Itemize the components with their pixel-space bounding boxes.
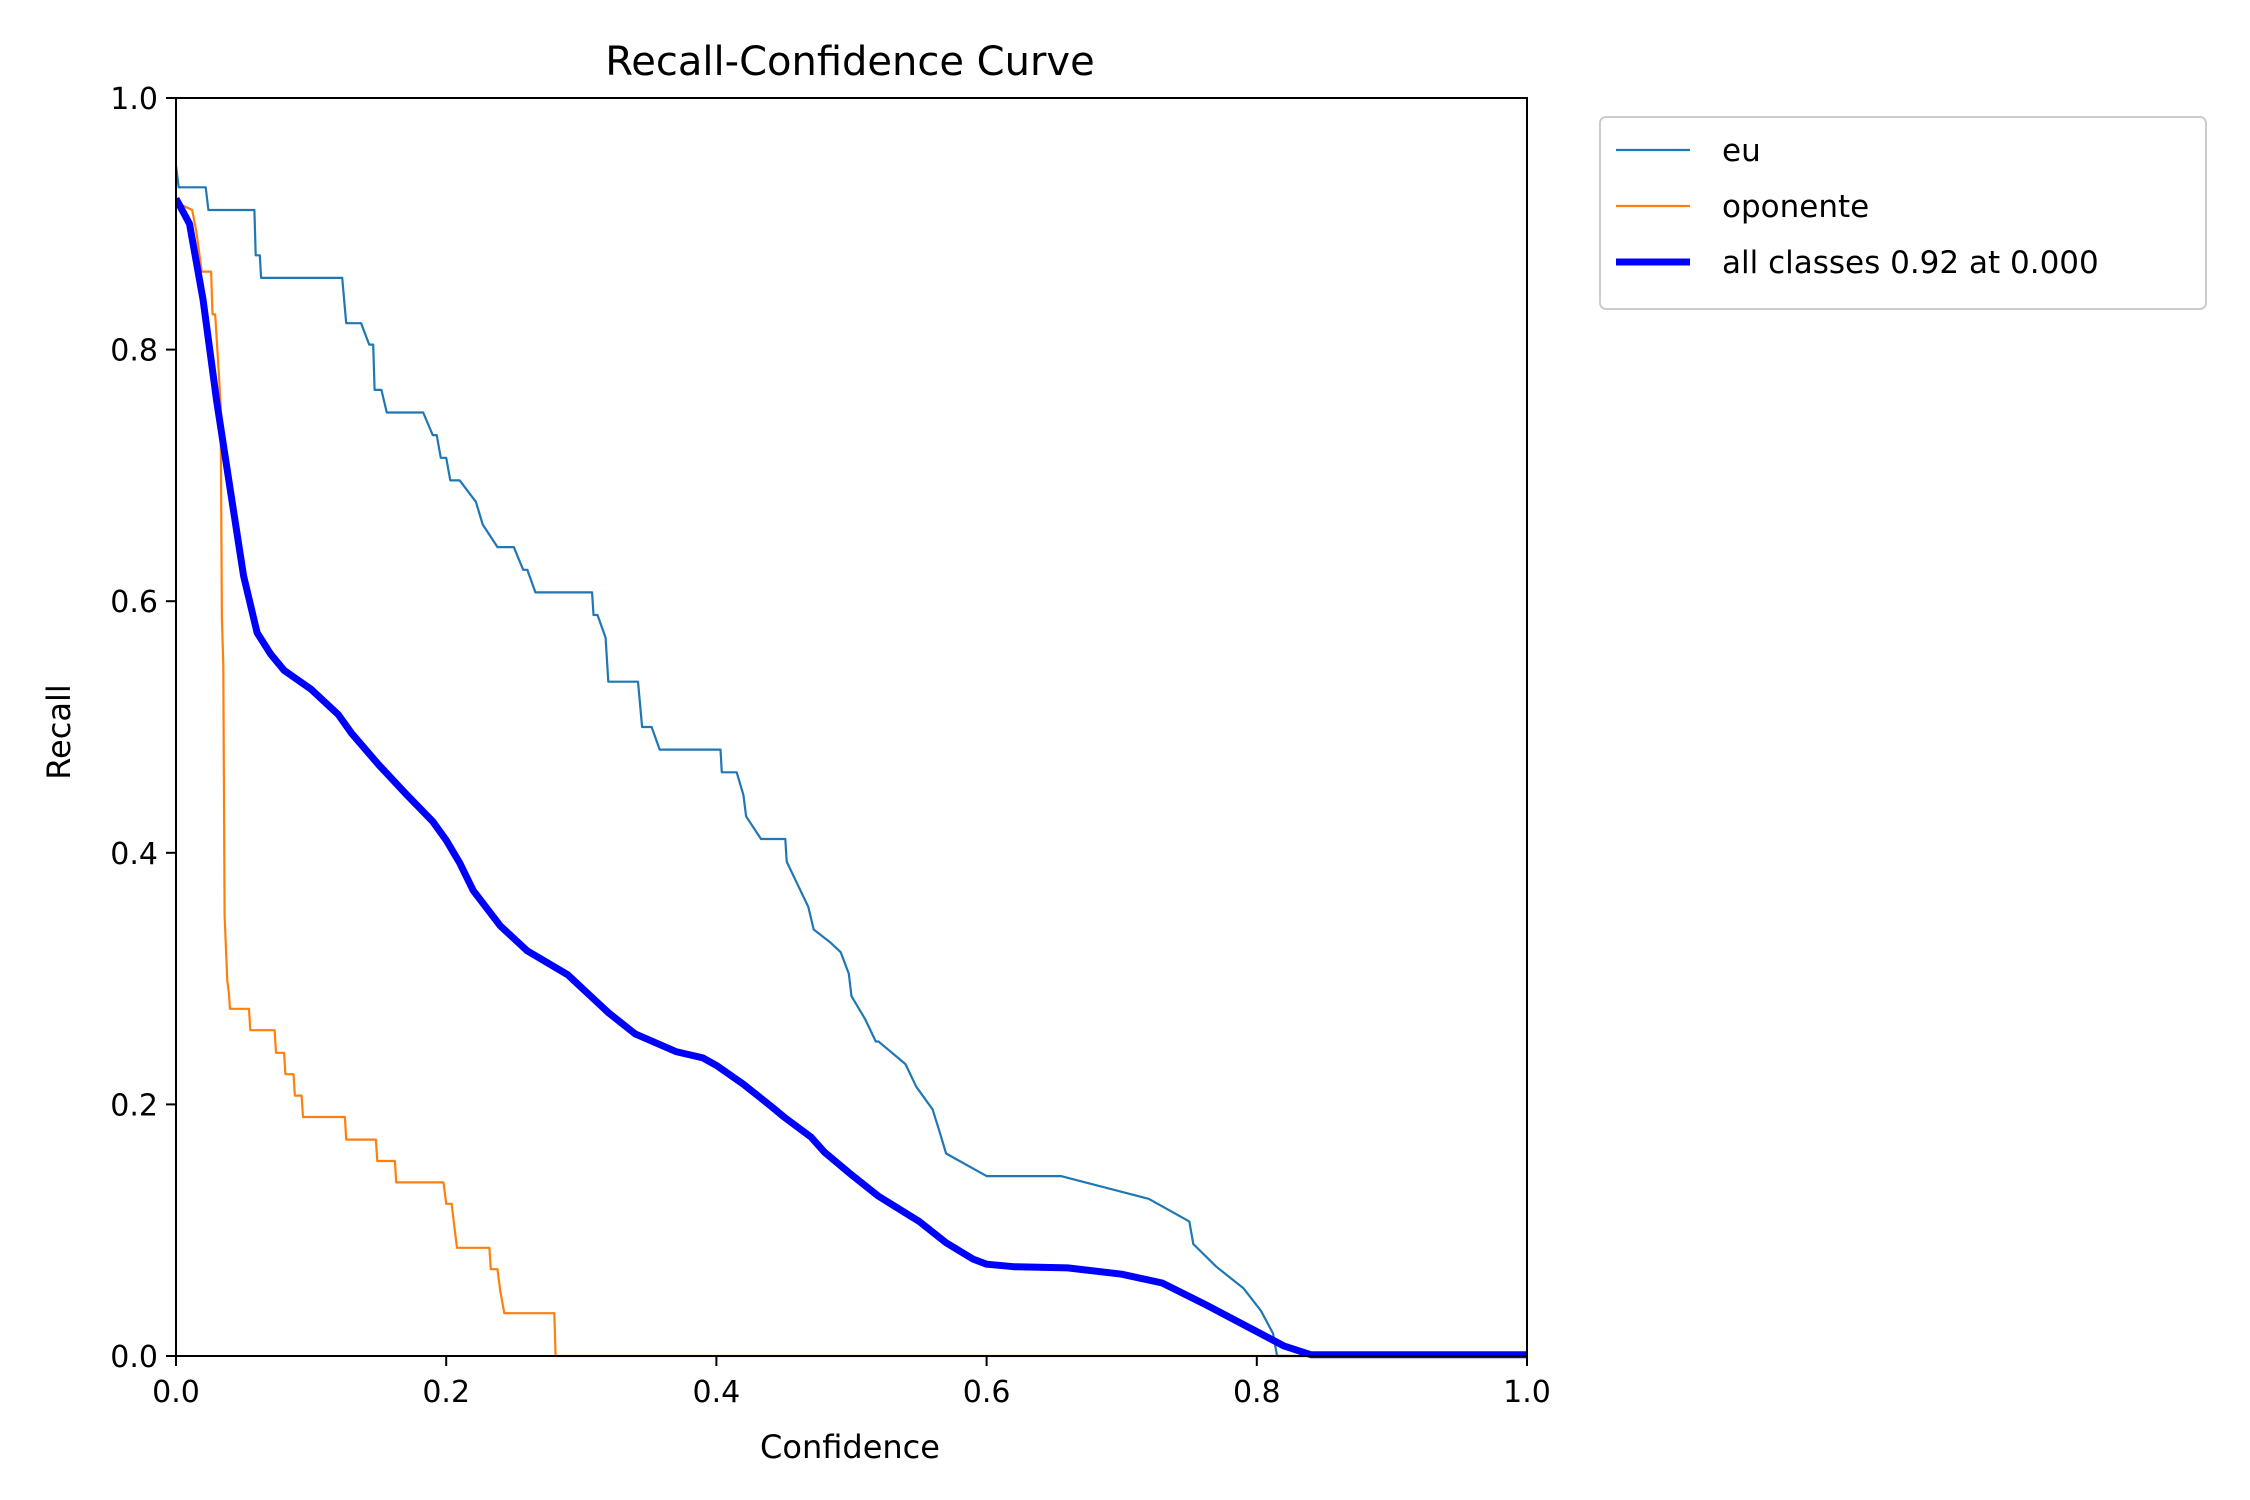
legend-label-eu: eu <box>1722 133 1761 169</box>
x-tick-label: 0.0 <box>152 1375 200 1410</box>
y-tick-label: 0.2 <box>110 1088 158 1123</box>
plot-area: 0.0 0.2 0.4 0.6 0.8 1.0 0.0 0.2 0.4 0.6 0.8 1.0 <box>110 82 1551 1410</box>
chart-title: Recall-Confidence Curve <box>605 39 1094 85</box>
series-line-oponente <box>176 201 1527 1358</box>
plot-frame <box>175 97 1528 1357</box>
legend: eu oponente all classes 0.92 at 0.000 <box>1599 116 2207 310</box>
series-line-all <box>176 196 1527 1359</box>
x-tick-label: 0.8 <box>1233 1375 1281 1410</box>
x-tick-label: 0.2 <box>422 1375 470 1410</box>
legend-box <box>1599 116 2207 310</box>
y-tick-label: 0.4 <box>110 837 158 872</box>
y-tick-label: 1.0 <box>110 82 158 117</box>
y-tick-label: 0.6 <box>110 585 158 620</box>
legend-label-oponente: oponente <box>1722 189 1869 225</box>
x-axis-label: Confidence <box>760 1428 940 1466</box>
y-tick-label: 0.0 <box>110 1340 158 1375</box>
x-tick-label: 0.6 <box>963 1375 1011 1410</box>
legend-label-all: all classes 0.92 at 0.000 <box>1722 245 2099 281</box>
x-tick-label: 0.4 <box>693 1375 741 1410</box>
y-axis-label: Recall <box>40 684 78 779</box>
x-tick-label: 1.0 <box>1503 1375 1551 1410</box>
series-line-eu <box>176 165 1527 1358</box>
y-tick-label: 0.8 <box>110 334 158 369</box>
